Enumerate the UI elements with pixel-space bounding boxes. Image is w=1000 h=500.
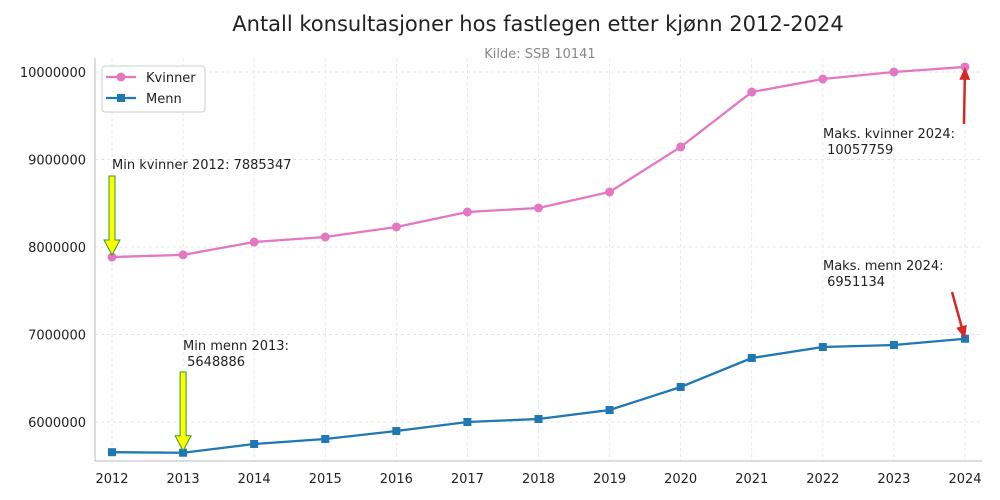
x-tick-label: 2015 — [309, 472, 342, 487]
data-point-menn — [179, 448, 188, 457]
y-tick-label: 8000000 — [28, 241, 86, 256]
annotation-arrowhead-icon — [959, 66, 971, 80]
data-point-kvinner — [107, 252, 117, 262]
x-tick-label: 2020 — [664, 472, 697, 487]
data-point-kvinner — [462, 207, 472, 217]
x-tick-label: 2021 — [735, 472, 768, 487]
annotation-text: Min menn 2013: 5648886 — [183, 339, 289, 370]
legend-label: Menn — [146, 92, 182, 107]
data-point-menn — [676, 383, 685, 391]
data-point-kvinner — [391, 222, 401, 232]
legend-marker-square-icon — [117, 94, 125, 102]
x-tick-label: 2024 — [948, 472, 981, 487]
y-tick-label: 7000000 — [28, 329, 86, 344]
annotation-arrow-icon — [103, 175, 121, 257]
x-tick-label: 2018 — [522, 472, 555, 487]
data-point-menn — [463, 418, 472, 426]
chart-title: Antall konsultasjoner hos fastlegen ette… — [232, 12, 843, 36]
y-tick-label: 10000000 — [20, 66, 86, 81]
data-point-menn — [250, 439, 259, 448]
legend-marker-circle-icon — [116, 72, 126, 82]
x-tick-label: 2019 — [593, 472, 626, 487]
x-tick-label: 2016 — [380, 472, 413, 487]
data-point-kvinner — [676, 142, 686, 152]
annotation-arrow-icon — [174, 371, 192, 452]
data-point-menn — [889, 341, 898, 349]
annotation-text: Min kvinner 2012: 7885347 — [112, 158, 291, 173]
data-point-menn — [605, 406, 614, 415]
data-point-menn — [747, 354, 756, 363]
data-point-kvinner — [747, 87, 757, 97]
chart-subtitle: Kilde: SSB 10141 — [484, 47, 595, 62]
x-tick-label: 2017 — [451, 472, 484, 487]
data-point-kvinner — [249, 237, 259, 247]
annotation-text: Maks. menn 2024: 6951134 — [823, 259, 944, 290]
data-point-menn — [321, 434, 330, 443]
x-tick-label: 2023 — [877, 472, 910, 487]
data-point-kvinner — [889, 67, 899, 77]
x-tick-label: 2012 — [95, 472, 128, 487]
data-point-kvinner — [818, 74, 828, 84]
y-tick-label: 6000000 — [28, 416, 86, 431]
x-tick-label: 2014 — [238, 472, 271, 487]
data-point-kvinner — [534, 203, 543, 213]
legend-label: Kvinner — [146, 71, 196, 86]
data-point-menn — [108, 448, 116, 457]
annotation-text: Maks. kvinner 2024: 10057759 — [823, 127, 955, 158]
data-point-menn — [534, 415, 543, 424]
data-point-menn — [818, 343, 827, 352]
x-tick-label: 2013 — [167, 472, 200, 487]
x-tick-label: 2022 — [806, 472, 839, 487]
data-point-kvinner — [178, 250, 188, 260]
annotation-arrow-icon — [950, 291, 964, 329]
annotation-arrow-icon — [962, 78, 967, 125]
data-point-kvinner — [605, 187, 615, 197]
annotation-arrowhead-icon — [956, 324, 967, 339]
y-tick-label: 9000000 — [28, 154, 86, 169]
data-point-menn — [392, 427, 401, 436]
data-point-kvinner — [320, 232, 330, 242]
